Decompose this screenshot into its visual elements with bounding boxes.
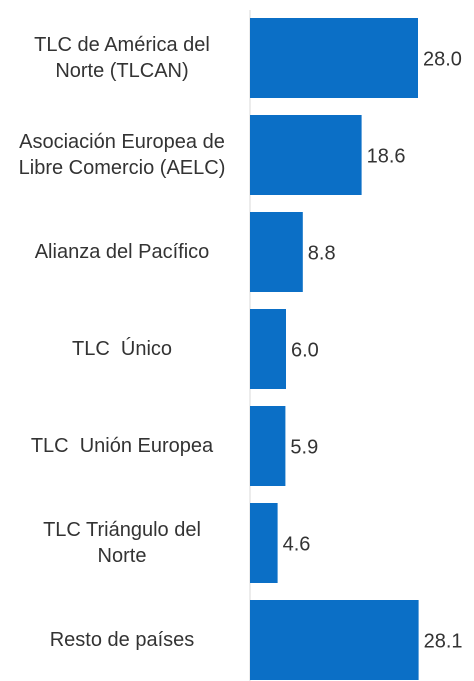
category-label: Resto de países [49,629,195,651]
category-label: TLC Unión Europea [30,435,214,457]
value-label: 5.9 [290,436,318,458]
bar [250,309,286,389]
category-label: TLC Único [71,338,173,360]
value-label: 28.0 [423,48,462,70]
category-label: TLC de América del Norte (TLCAN) [34,34,216,82]
category-label: Asociación Europea de Libre Comercio (AE… [18,131,231,179]
bar [250,600,419,680]
bar [250,115,362,195]
bar [250,212,303,292]
bar [250,503,278,583]
category-label: Alianza del Pacífico [34,241,210,263]
bar [250,18,418,98]
value-label: 28.1 [424,630,463,652]
value-label: 6.0 [291,339,319,361]
value-label: 4.6 [283,533,311,555]
category-label: TLC Triángulo del Norte [43,519,207,567]
value-label: 18.6 [367,145,406,167]
value-label: 8.8 [308,242,336,264]
bar [250,406,286,486]
